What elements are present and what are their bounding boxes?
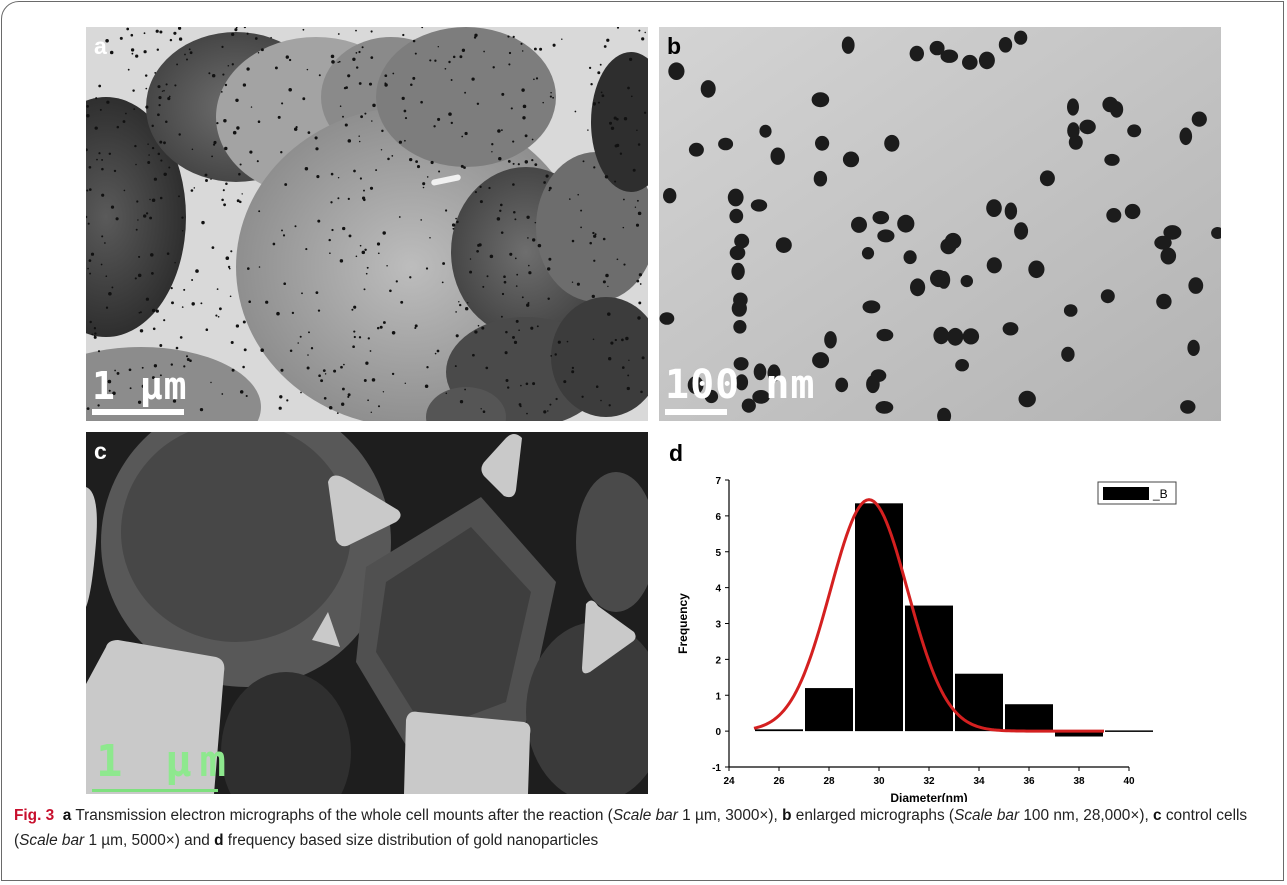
histogram-bar-0: [755, 729, 803, 732]
caption-part: Scale bar: [954, 807, 1020, 824]
panel-b-micrograph: b 100 nm: [659, 27, 1221, 421]
caption-part: Scale bar: [19, 832, 85, 849]
caption-part: 1 µm, 3000×),: [677, 807, 783, 824]
caption-text: a Transmission electron micrographs of t…: [14, 807, 1247, 849]
y-tick-label: -1: [712, 763, 721, 774]
panel-d-label: d: [669, 440, 684, 466]
caption-part: enlarged micrographs (: [791, 807, 955, 824]
caption-part: b: [782, 807, 792, 824]
y-axis-label: Frequency: [676, 593, 690, 654]
panel-d-chart: d -1 0 1 2 3 4 5 6 7 24 26 28 30 32 34 36 38 40 Frequency…: [659, 432, 1269, 802]
panel-a-image: [86, 27, 648, 421]
figure-number: Fig. 3: [14, 807, 55, 824]
panel-b-label: b: [667, 33, 682, 59]
panel-a-micrograph: a 1 µm: [86, 27, 648, 421]
y-tick-label: 6: [715, 512, 721, 523]
x-tick-label: 34: [973, 776, 985, 787]
panel-a-scale-text: 1 µm: [92, 364, 188, 408]
x-tick-label: 32: [923, 776, 935, 787]
caption-part: a: [62, 807, 72, 824]
panel-c-label: c: [94, 438, 107, 464]
x-tick-label: 36: [1023, 776, 1035, 787]
chart-legend: _B: [1097, 481, 1177, 505]
y-tick-label: 1: [715, 691, 721, 702]
caption-part: c: [1153, 807, 1162, 824]
histogram-bar-2: [855, 503, 903, 732]
histogram-bar-6: [1055, 731, 1103, 737]
caption-part: Transmission electron micrographs of the…: [71, 807, 613, 824]
histogram-bar-1: [805, 688, 853, 732]
panel-c-scale-text: 1 µm: [96, 736, 234, 787]
chart-bars: [755, 503, 1153, 737]
x-tick-label: 28: [823, 776, 835, 787]
x-axis-label: Diameter(nm): [890, 791, 967, 802]
x-tick-label: 24: [723, 776, 735, 787]
caption-part: 100 nm, 28,000×),: [1019, 807, 1153, 824]
y-tick-label: 7: [715, 476, 721, 487]
histogram-bar-3: [905, 605, 953, 732]
caption-part: d: [214, 832, 224, 849]
gaussian-fit-curve: [753, 498, 1104, 733]
y-tick-label: 3: [715, 620, 721, 631]
panel-b-image: [659, 27, 1221, 421]
histogram-bar-4: [955, 673, 1003, 732]
caption-part: 1 µm, 5000×) and: [84, 832, 215, 849]
x-tick-label: 26: [773, 776, 785, 787]
caption-part: Scale bar: [612, 807, 678, 824]
panel-b-scale-text: 100 nm: [665, 362, 816, 408]
histogram-bar-7: [1105, 730, 1153, 732]
figure-caption: Fig. 3 a Transmission electron micrograp…: [14, 803, 1274, 853]
panel-c-micrograph: c 1 µm: [86, 432, 648, 794]
histogram-bar-5: [1005, 704, 1053, 732]
caption-part: frequency based size distribution of gol…: [223, 832, 599, 849]
caption-part: control cells (: [14, 807, 1248, 849]
y-tick-label: 2: [715, 655, 721, 666]
legend-swatch: [1103, 487, 1149, 500]
y-tick-label: 0: [715, 727, 721, 738]
x-tick-label: 38: [1073, 776, 1085, 787]
panel-a-label: a: [94, 33, 107, 59]
y-tick-label: 5: [715, 548, 721, 559]
x-tick-label: 30: [873, 776, 885, 787]
panel-c-image: [86, 432, 648, 794]
x-tick-label: 40: [1123, 776, 1135, 787]
legend-label: _B: [1152, 487, 1168, 501]
y-tick-label: 4: [715, 584, 721, 595]
